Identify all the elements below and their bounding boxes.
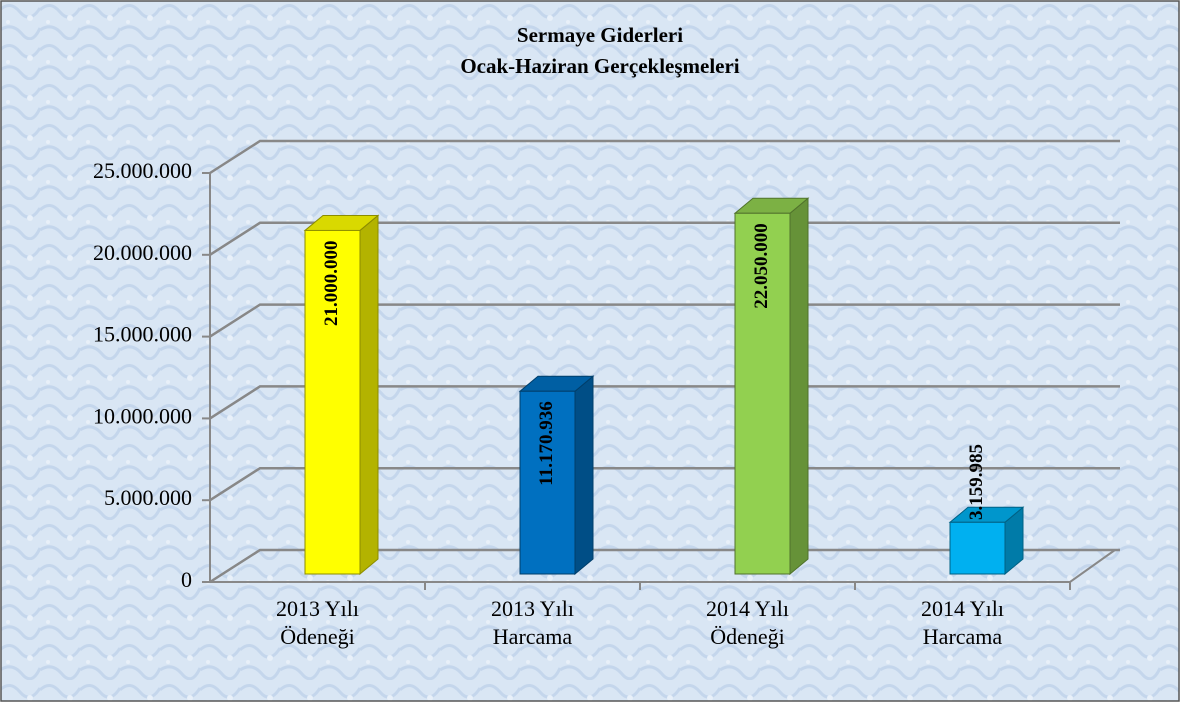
y-tick-label: 15.000.000: [93, 322, 192, 347]
y-tick-label: 10.000.000: [93, 403, 192, 428]
y-tick-label: 20.000.000: [93, 240, 192, 265]
bar: [304, 229, 361, 575]
grid-line: [209, 548, 1120, 584]
x-tick-label: 2014 Yılı Harcama: [921, 596, 1004, 649]
grid-line: [209, 466, 1120, 502]
chart-title: Sermaye Giderleri: [517, 23, 683, 47]
bar: [949, 521, 1006, 575]
bar: [519, 390, 576, 575]
value-label: 3.159.985: [966, 444, 987, 520]
grid-line: [209, 385, 1120, 420]
value-label: 21.000.000: [321, 240, 342, 326]
x-tick-label: 2013 Yılı Harcama: [491, 596, 574, 649]
y-tick-label: 0: [181, 567, 192, 592]
y-tick-label: 5.000.000: [104, 485, 192, 510]
x-tick-label: 2014 Yılı Ödeneği: [706, 596, 789, 649]
chart-subtitle: Ocak-Haziran Gerçekleşmeleri: [460, 54, 739, 78]
grid-line: [209, 303, 1120, 338]
bar-side: [574, 375, 594, 576]
bar-side: [789, 197, 809, 576]
bar-side: [359, 214, 379, 576]
bar: [734, 212, 791, 575]
x-tick-label: 2013 Yılı Ödeneği: [276, 596, 359, 649]
y-tick-label: 25.000.000: [93, 158, 192, 183]
grid-line: [209, 221, 1120, 256]
value-label: 22.050.000: [751, 223, 772, 309]
grid-line: [209, 139, 1120, 175]
value-label: 11.170.936: [536, 401, 557, 485]
